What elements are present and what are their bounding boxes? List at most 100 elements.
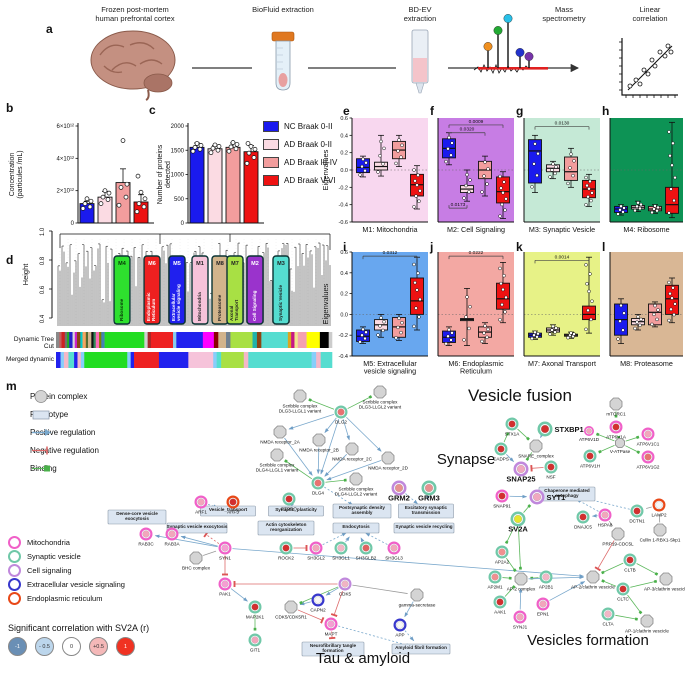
circle [657, 49, 663, 55]
legend-swatch [263, 139, 279, 150]
phenotype-label: Postsynaptic density assembly [339, 505, 385, 515]
data-point [673, 302, 677, 306]
phenotype-label: Chaperone mediated autophagy [544, 488, 590, 498]
data-point [135, 173, 141, 179]
band-segment [104, 332, 145, 348]
data-point [671, 286, 675, 290]
correlation-legend-scale: -1 - 0.5 0 +0.5 1 [8, 637, 135, 656]
node-rab3c: RAB3C [138, 527, 154, 547]
band-segment [252, 332, 258, 348]
band-segment [297, 332, 307, 348]
network-edge [608, 520, 613, 527]
panel-letter-k: k [516, 240, 523, 254]
rect [191, 255, 209, 325]
data-point [551, 324, 555, 329]
data-point [500, 302, 504, 307]
phenotype-box [268, 505, 324, 517]
y-tick: -0.2 [339, 185, 348, 191]
node-epn1: EPN1 [536, 597, 550, 617]
data-point [382, 146, 386, 151]
data-point [198, 143, 204, 148]
data-point [413, 179, 417, 183]
eigenvalues-label: Eigenvalues [321, 283, 330, 324]
node-label: AP2A2 [495, 560, 510, 565]
pvalue-label: 0.0320 [460, 127, 475, 133]
node-grm3: GRM3 [418, 480, 440, 503]
category-legend-item: Mitochondria [8, 535, 125, 549]
data-point [361, 157, 365, 162]
category-ring-icon [8, 591, 21, 605]
node-fill [142, 530, 150, 538]
phenotype-ph_sve: Synaptic vesicle exocytosis [166, 522, 228, 534]
network-edge [404, 630, 415, 642]
node-label: APP [395, 633, 404, 638]
y-tick: -0.4 [339, 354, 348, 360]
data-point [197, 146, 203, 152]
phenotype-box [398, 503, 454, 519]
data-point [413, 280, 417, 285]
network-edge [523, 504, 532, 513]
node-label: DNAJC5 [574, 525, 592, 530]
module-id: M3 [277, 261, 285, 267]
node-ap2b1: AP2B1 [539, 570, 554, 590]
data-point [504, 295, 508, 300]
data-point [566, 335, 570, 340]
data-point [80, 206, 86, 211]
node-fill [314, 479, 322, 487]
data-point [462, 196, 466, 200]
boxplot-i: 0.6 0.4 0.2 0.0 -0.2 -0.4 Eigenvalues 0.0312 M5:… [321, 250, 428, 376]
data-point [480, 190, 484, 194]
node-label: RAB3A [164, 542, 180, 547]
data-point [134, 209, 140, 215]
data-point [572, 332, 576, 336]
phenotype-label: Actin cytoskeleton reorganization [266, 522, 307, 532]
phenotype-ph_sp: Synaptic_plasticity [268, 505, 324, 517]
boxplot-title: M1: Mitochondria [362, 225, 417, 234]
data-point [84, 196, 90, 202]
data-point [672, 312, 676, 317]
node-label: NMDA receptor_2A [260, 440, 301, 445]
rect [246, 255, 264, 325]
node-label: SNARE_complex [518, 454, 554, 459]
node-fill [579, 513, 587, 521]
ellipse [278, 73, 288, 87]
data-point [246, 150, 252, 156]
data-point [485, 335, 489, 340]
panels-e-to-l-boxplots: 0.6 0.4 0.2 0.0 -0.2 -0.4 -0.6 Eigenvalues M1: M… [321, 116, 683, 376]
phenotype-box [166, 522, 228, 534]
boxplot-title: M3: Synaptic Vesicle [529, 225, 595, 234]
band-segment [59, 332, 62, 348]
complex-shape [312, 433, 326, 447]
module-id: M7 [231, 261, 239, 267]
data-point [138, 189, 144, 195]
complex-shape [653, 523, 667, 537]
node-sc31: Scribble complex DLG3-LLGL1 variant [279, 389, 322, 414]
network-edge [297, 609, 325, 624]
network-edge [549, 581, 586, 601]
band-segment [74, 332, 78, 348]
panel-letter-m: m [6, 379, 17, 393]
node-fill [497, 445, 505, 453]
data-point [670, 296, 674, 300]
boxplot-j: 0.0222 M6: Endoplasmic Reticulum [437, 250, 514, 376]
data-point [635, 204, 639, 209]
data-point [650, 210, 654, 215]
data-point [568, 166, 572, 170]
band-segment [230, 332, 253, 348]
node-fill [633, 507, 641, 515]
module-box-M7: M7 AxonalTransport [226, 255, 244, 325]
shape-legend-label: Protein complex [30, 392, 88, 401]
braak-legend-item: AD Braak 0-II [263, 139, 337, 150]
data-point [215, 147, 221, 153]
y-tick: 0.2 [340, 292, 348, 298]
data-point [105, 197, 111, 202]
data-point [503, 310, 507, 314]
node-label: BHC complex [182, 566, 211, 571]
data-point [668, 153, 672, 158]
data-point [572, 159, 576, 163]
node-label: SNAP25 [506, 475, 535, 484]
network-edge [576, 498, 599, 512]
data-point [394, 161, 398, 166]
bar [189, 146, 205, 224]
rect [478, 67, 548, 70]
